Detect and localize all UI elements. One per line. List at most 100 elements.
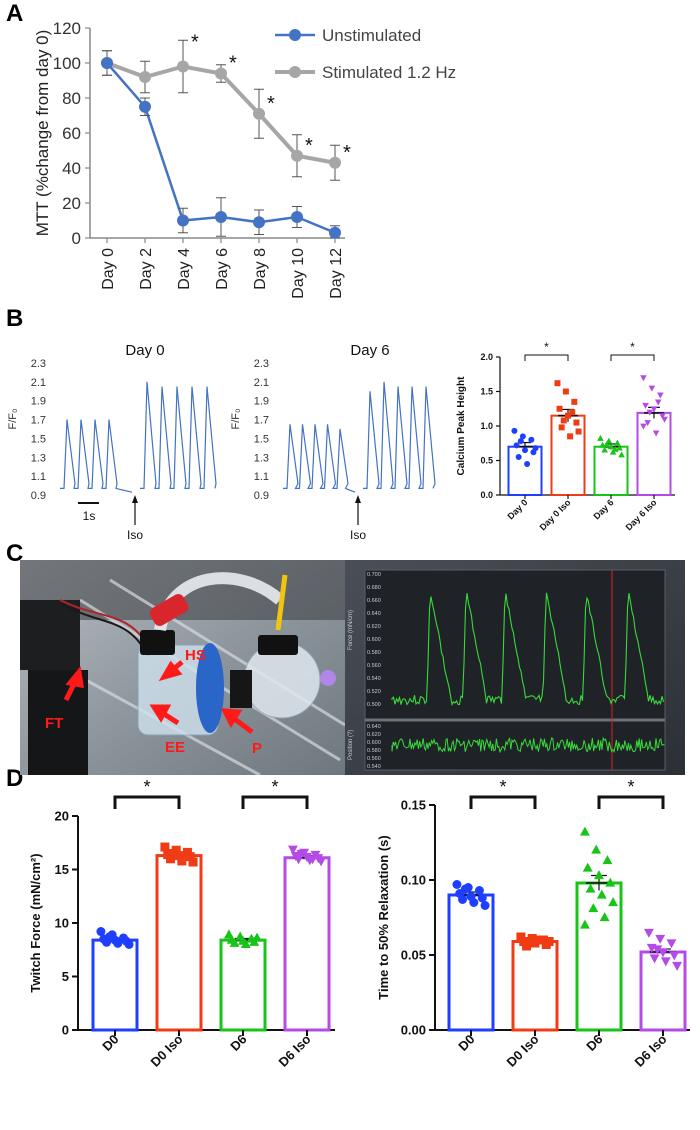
bioreactor-photo: HS FT EE P 0.700 0.680 0.660 0.640 0.620 0.60… [20, 560, 685, 775]
bar-point [654, 399, 662, 406]
bar-xtick-label: D6 Iso [631, 1031, 669, 1069]
bar-point [113, 938, 123, 948]
b-trace-ytick: 1.5 [254, 433, 269, 445]
bar-point [643, 928, 654, 938]
chart-twitch-force: 0 5 10 15 20 Twitch Force (mN/cm²) D0 D0 Iso D6 D… [28, 780, 335, 1070]
bar-point [544, 937, 554, 946]
bar-point [460, 884, 470, 894]
bar-ytick-label: 15 [55, 862, 69, 877]
a-point-unstimulated [139, 100, 151, 113]
bar-point [469, 898, 479, 907]
b-trace-ytick: 1.7 [254, 415, 269, 427]
bar-xtick-label: D6 [583, 1032, 605, 1054]
bar-point [240, 939, 251, 948]
bar-point [573, 419, 580, 426]
bar-3 [283, 856, 331, 1032]
bar-point [659, 413, 666, 420]
bar-point [611, 445, 619, 452]
a-ytick-label: 80 [62, 89, 81, 108]
bar-point [558, 424, 565, 431]
bar-point [307, 855, 318, 865]
bar-point [480, 901, 490, 910]
bar-point [229, 937, 240, 947]
bar-point [579, 826, 590, 836]
bar-point [524, 460, 531, 467]
a-xtick-label: Day 8 [252, 248, 269, 290]
bar-point [554, 380, 561, 387]
b-trace-ytick: 1.7 [31, 415, 46, 427]
scope-tick-top: 0.500 [367, 702, 381, 708]
force-transducer-block [28, 670, 88, 775]
b-trace-ylabel: F/F₀ [7, 408, 19, 429]
bar-point [477, 893, 487, 903]
bar-significance-asterisk: * [271, 780, 278, 797]
bar-point [160, 842, 170, 852]
b-trace-ytick: 1.1 [254, 471, 269, 483]
bar-ytick-label: 0.00 [401, 1023, 426, 1038]
panel-label-d: D [6, 765, 24, 792]
bar-point [652, 945, 663, 955]
bar-point [599, 912, 610, 922]
a-ytick-label: 100 [53, 54, 81, 73]
b-trace-ytick: 1.3 [31, 452, 46, 464]
bar-point [513, 442, 520, 449]
a-legend-label: Stimulated 1.2 Hz [322, 63, 456, 82]
bar-point [649, 954, 660, 964]
bar-point [597, 434, 604, 441]
bar-point [585, 883, 596, 893]
bar-xtick-label: Day 6 Iso [624, 497, 659, 532]
bar-point [124, 939, 134, 949]
bar-significance-asterisk: * [544, 340, 549, 354]
bar-point [644, 420, 651, 427]
bar-point [575, 428, 582, 435]
bar-point [519, 433, 526, 440]
bar-2 [219, 938, 267, 1032]
bar-point [618, 451, 625, 458]
chart-relaxation-time: 0.00 0.05 0.10 0.15 Time to 50% Relaxation (… [376, 780, 690, 1070]
bar-significance-asterisk: * [499, 780, 506, 797]
bar-ytick-label: 0.15 [401, 798, 426, 813]
b-trace-ytick: 2.1 [31, 377, 46, 389]
bar-ytick-label: 20 [55, 809, 69, 824]
bar-ytick-label: 0.0 [480, 490, 493, 500]
bar-point [616, 444, 623, 451]
bar-point [458, 895, 468, 904]
scope-position-trace [391, 736, 665, 754]
scope-tick-top: 0.560 [367, 663, 381, 669]
scope-tick-top: 0.620 [367, 624, 381, 630]
a-point-stimulated [291, 149, 303, 162]
chart-calcium-peak-height: 0.0 0.5 1.0 1.5 2.0 Calcium Peak Height Day 0 D… [456, 340, 675, 532]
bar-ylabel: Twitch Force (mN/cm²) [28, 853, 43, 992]
bar-point [168, 848, 178, 858]
a-legend-label: Unstimulated [322, 26, 421, 45]
a-point-stimulated [215, 67, 227, 80]
bar-point [287, 845, 298, 855]
bar-point [571, 398, 578, 405]
scope-tick-bottom: 0.560 [367, 756, 381, 762]
bar-point [296, 849, 307, 859]
clamp [230, 670, 252, 708]
b-calcium-trace [60, 381, 217, 493]
bar-point [522, 941, 532, 951]
bar-ylabel: Time to 50% Relaxation (s) [376, 835, 391, 999]
a-ytick-label: 20 [62, 194, 81, 213]
b-trace-ytick: 1.9 [254, 396, 269, 408]
bar-point [655, 934, 666, 944]
a-xtick-label: Day 6 [214, 248, 231, 290]
label-hs: HS [185, 647, 206, 664]
b-trace-ylabel: F/F₀ [230, 408, 242, 429]
bar-significance-bracket [597, 795, 665, 809]
b-trace-ytick: 2.3 [31, 358, 46, 370]
bar-point [166, 854, 176, 864]
a-xtick-label: Day 10 [290, 248, 307, 299]
b-calcium-trace [283, 381, 436, 493]
panel-label-c: C [6, 540, 24, 567]
bar-point [528, 436, 535, 443]
bar-xtick-label: D6 Iso [275, 1031, 313, 1069]
a-significance-asterisk: * [343, 142, 351, 164]
bar-ytick-label: 1.0 [480, 421, 493, 431]
blue-cap [196, 643, 224, 733]
bar-xtick-label: D0 Iso [147, 1031, 185, 1069]
a-legend-marker [289, 29, 301, 41]
panel-label-b: B [6, 305, 24, 332]
